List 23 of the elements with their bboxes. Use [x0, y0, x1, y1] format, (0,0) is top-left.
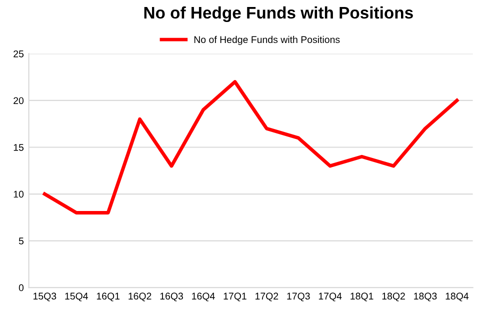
x-tick-label: 18Q1 — [350, 292, 374, 302]
x-tick-label: 16Q1 — [96, 292, 120, 302]
legend-label: No of Hedge Funds with Positions — [194, 36, 340, 45]
x-tick-label: 16Q4 — [192, 292, 215, 302]
chart-title: No of Hedge Funds with Positions — [144, 6, 413, 22]
y-tick-label: 0 — [18, 284, 24, 292]
x-tick-label: 17Q2 — [256, 292, 278, 302]
y-tick-label: 20 — [14, 97, 24, 104]
x-tick-label: 17Q1 — [224, 292, 246, 302]
x-tick-label: 15Q3 — [34, 292, 56, 302]
y-tick-label: 15 — [14, 144, 24, 151]
x-tick-label: 16Q2 — [128, 292, 152, 302]
x-tick-label: 18Q2 — [382, 292, 405, 302]
x-tick-label: 15Q4 — [65, 292, 88, 302]
x-tick-label: 17Q3 — [287, 292, 310, 302]
y-tick-label: 10 — [14, 190, 24, 198]
y-tick-label: 5 — [18, 238, 24, 244]
y-tick-label: 25 — [14, 50, 24, 58]
x-tick-label: 18Q4 — [446, 292, 469, 302]
line-series — [42, 80, 459, 214]
x-tick-label: 17Q4 — [318, 292, 342, 302]
x-tick-label: 18Q3 — [414, 292, 437, 302]
x-tick-label: 16Q3 — [160, 292, 183, 302]
